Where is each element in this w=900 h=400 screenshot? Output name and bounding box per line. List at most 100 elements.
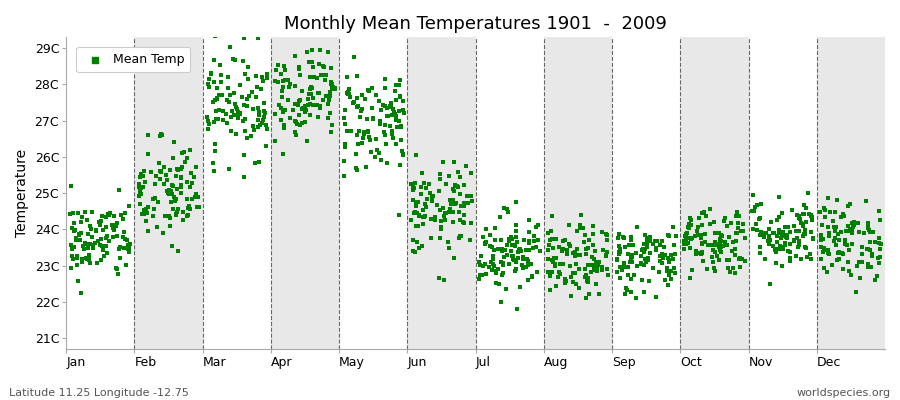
Point <box>395 148 410 155</box>
Point <box>698 239 712 246</box>
Point <box>179 196 194 202</box>
Point <box>730 209 744 216</box>
Point <box>849 289 863 296</box>
Point <box>649 245 663 251</box>
Point <box>240 135 255 141</box>
Point <box>354 108 368 114</box>
Point <box>770 246 784 252</box>
Point <box>281 97 295 104</box>
Point <box>308 26 322 33</box>
Point <box>565 270 580 276</box>
Point <box>873 254 887 260</box>
Point <box>69 254 84 261</box>
Point <box>513 284 527 290</box>
Point <box>704 242 718 248</box>
Point <box>176 209 191 215</box>
Point <box>595 228 609 235</box>
Point <box>174 190 188 196</box>
Point <box>405 248 419 254</box>
Bar <box>749 37 817 349</box>
Point <box>241 64 256 70</box>
Point <box>72 232 86 238</box>
Point <box>148 173 163 179</box>
Point <box>555 261 570 268</box>
Point <box>518 263 533 270</box>
Point <box>117 244 131 251</box>
Point <box>464 193 478 200</box>
Point <box>352 128 366 134</box>
Point <box>446 186 460 192</box>
Point <box>274 71 288 77</box>
Point <box>618 244 633 250</box>
Point <box>323 93 338 99</box>
Point <box>374 157 388 163</box>
Point <box>713 236 727 242</box>
Point <box>456 220 471 226</box>
Point <box>655 251 670 258</box>
Point <box>295 106 310 112</box>
Point <box>288 119 302 125</box>
Point <box>351 141 365 147</box>
Point <box>80 240 94 247</box>
Point <box>624 252 638 258</box>
Point <box>74 219 88 225</box>
Point <box>368 136 382 143</box>
Point <box>418 200 432 207</box>
Point <box>508 268 522 274</box>
Point <box>362 134 376 140</box>
Point <box>483 231 498 238</box>
Point <box>847 222 861 228</box>
Point <box>87 240 102 246</box>
Point <box>572 284 586 291</box>
Point <box>478 241 492 247</box>
Point <box>208 141 222 147</box>
Point <box>579 246 593 252</box>
Point <box>588 248 602 254</box>
Point <box>452 235 466 242</box>
Point <box>506 256 520 262</box>
Point <box>396 152 410 158</box>
Point <box>417 214 431 220</box>
Point <box>137 207 151 213</box>
Point <box>834 213 849 220</box>
Point <box>846 219 860 225</box>
Point <box>434 218 448 225</box>
Point <box>260 71 274 77</box>
Point <box>174 182 188 188</box>
Point <box>725 239 740 245</box>
Point <box>836 250 850 257</box>
Point <box>541 230 555 236</box>
Point <box>552 269 566 275</box>
Point <box>133 185 148 192</box>
Point <box>572 266 586 272</box>
Point <box>117 229 131 235</box>
Point <box>393 93 408 100</box>
Point <box>413 183 428 190</box>
Point <box>837 212 851 219</box>
Point <box>236 118 250 124</box>
Point <box>780 235 795 241</box>
Point <box>749 220 763 227</box>
Point <box>554 248 569 255</box>
Point <box>393 137 408 143</box>
Point <box>443 196 457 203</box>
Point <box>490 269 504 276</box>
Point <box>409 152 423 158</box>
Point <box>831 231 845 237</box>
Point <box>860 222 875 229</box>
Point <box>839 227 853 234</box>
Point <box>773 243 788 250</box>
Point <box>556 246 571 253</box>
Point <box>361 127 375 134</box>
Point <box>228 56 242 63</box>
Point <box>95 227 110 233</box>
Point <box>772 214 787 220</box>
Point <box>357 130 372 137</box>
Point <box>570 228 584 234</box>
Point <box>393 122 408 129</box>
Point <box>72 231 86 237</box>
Point <box>165 190 179 197</box>
Point <box>797 230 812 237</box>
Point <box>738 235 752 242</box>
Bar <box>202 37 271 349</box>
